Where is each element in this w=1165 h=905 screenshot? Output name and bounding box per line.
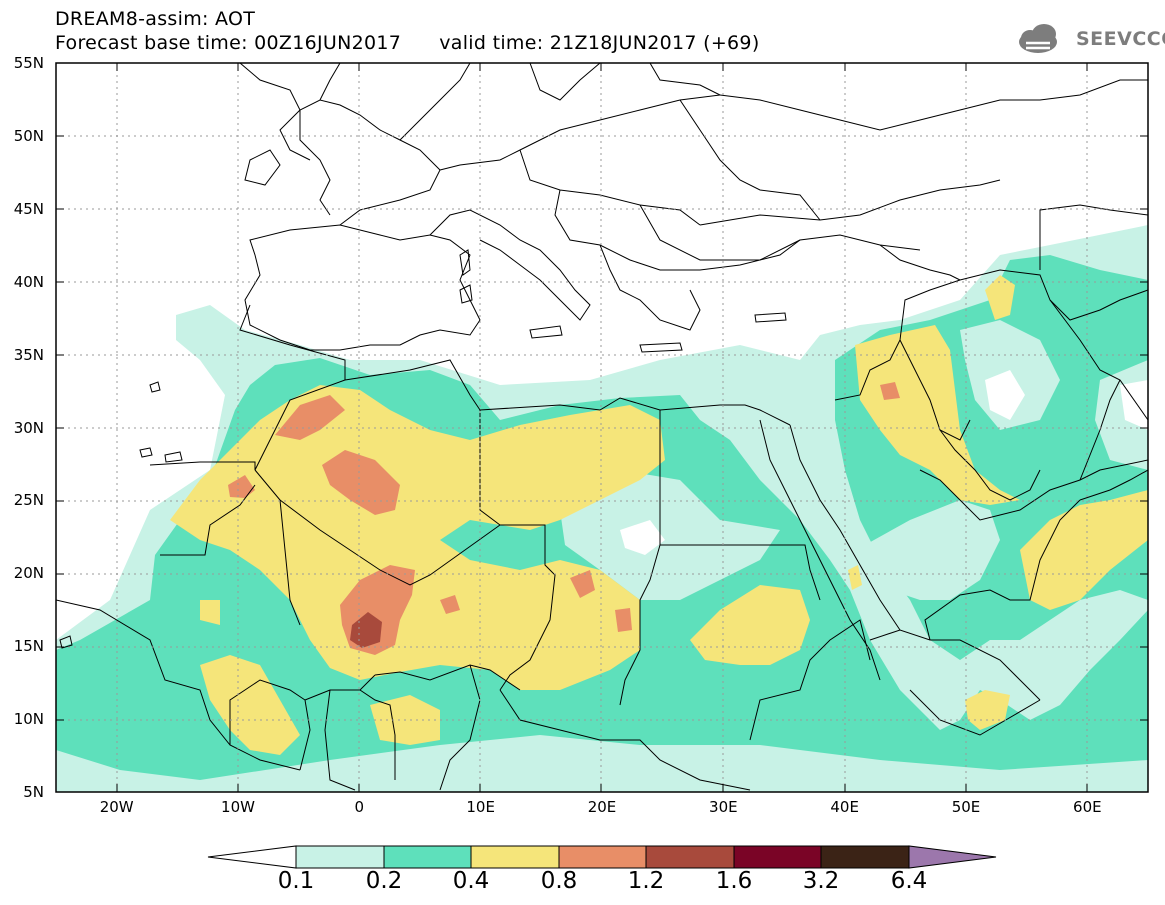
aot-contour-white-patches [620,370,1148,555]
lat-tick-label: 10N [13,710,44,729]
lon-tick-label: 30E [709,798,738,816]
colorbar-bin-0 [295,845,385,869]
lat-tick-label: 35N [13,345,44,364]
aot-contour-0.4 [170,275,1148,755]
lat-tick-label: 55N [13,54,44,72]
lat-tick-label: 30N [13,418,44,437]
lat-tick-label: 20N [13,564,44,583]
colorbar [207,845,997,869]
colorbar-tick-label: 1.6 [715,868,753,894]
logo-text: SEEVCCC [1076,28,1165,50]
lon-tick-label: 10E [466,798,495,816]
colorbar-tick-label: 0.8 [540,868,578,894]
colorbar-tick-label: 1.2 [627,868,665,894]
cloud-icon [1019,24,1057,53]
colorbar-tick-label: 3.2 [802,868,840,894]
colorbar-bin-3 [558,845,647,869]
country-borders [56,204,1148,791]
lat-tick-label: 5N [23,783,44,801]
colorbar-upper-arrow [908,845,997,869]
lon-tick-label: 10W [221,798,255,816]
aot-contour-0.8 [228,382,900,655]
aot-field [56,63,1148,792]
coastlines-east [759,419,1148,681]
lon-tick-label: 50E [951,798,981,816]
colorbar-tick-label: 6.4 [890,868,928,894]
lon-tick-label: 60E [1073,798,1102,816]
colorbar-tick-label: 0.1 [277,868,315,894]
colorbar-bin-2 [470,845,560,869]
islands [59,249,787,649]
lat-tick-label: 50N [13,126,44,145]
colorbar-tick-label: 0.2 [365,868,403,894]
lon-tick-label: 40E [830,798,859,816]
lon-tick-label: 0 [354,798,365,816]
colorbar-bin-6 [820,845,910,869]
lat-tick-label: 15N [13,637,44,656]
map-subtitle: Forecast base time: 00Z16JUN2017 valid t… [55,32,760,54]
colorbar-bin-4 [645,845,735,869]
colorbar-bin-5 [733,845,822,869]
aot-contour-1.2 [350,612,382,648]
grid-lines [56,63,1148,792]
colorbar-bin-1 [383,845,472,869]
lat-tick-label: 45N [13,199,44,218]
lon-tick-label: 20W [99,798,134,816]
lat-tick-label: 25N [13,491,44,510]
lat-tick-label: 40N [13,272,44,291]
lon-tick-label: 20E [587,798,617,816]
colorbar-tick-label: 0.4 [452,868,490,894]
axis-ticks [56,62,1148,793]
colorbar-lower-arrow [207,845,297,869]
map-title: DREAM8-assim: AOT [55,8,256,30]
